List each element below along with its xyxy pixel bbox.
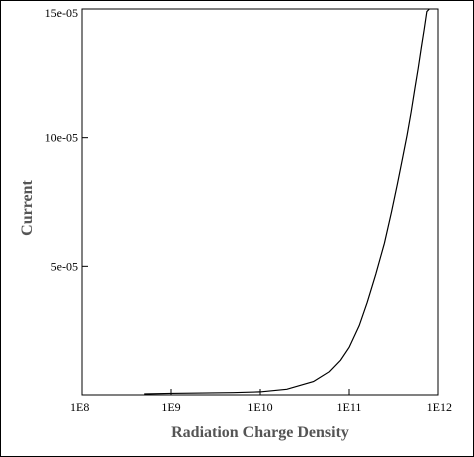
x-tick-label: 1E9 bbox=[161, 400, 180, 414]
x-axis: 1E8 1E9 1E10 1E11 1E12 bbox=[70, 389, 452, 414]
y-axis-title: Current bbox=[19, 179, 36, 235]
plot-area bbox=[81, 8, 439, 396]
x-tick-label: 1E8 bbox=[70, 400, 89, 414]
y-axis: 5e-05 10e-05 15e-05 bbox=[45, 6, 88, 273]
y-tick-label: 10e-05 bbox=[45, 131, 78, 145]
x-tick-label: 1E10 bbox=[247, 400, 272, 414]
series-line bbox=[144, 8, 430, 395]
y-tick-label: 15e-05 bbox=[45, 6, 78, 20]
x-axis-title: Radiation Charge Density bbox=[171, 424, 349, 441]
y-tick-label: 5e-05 bbox=[51, 259, 78, 273]
x-tick-label: 1E11 bbox=[337, 400, 362, 414]
x-tick-label: 1E12 bbox=[427, 400, 452, 414]
